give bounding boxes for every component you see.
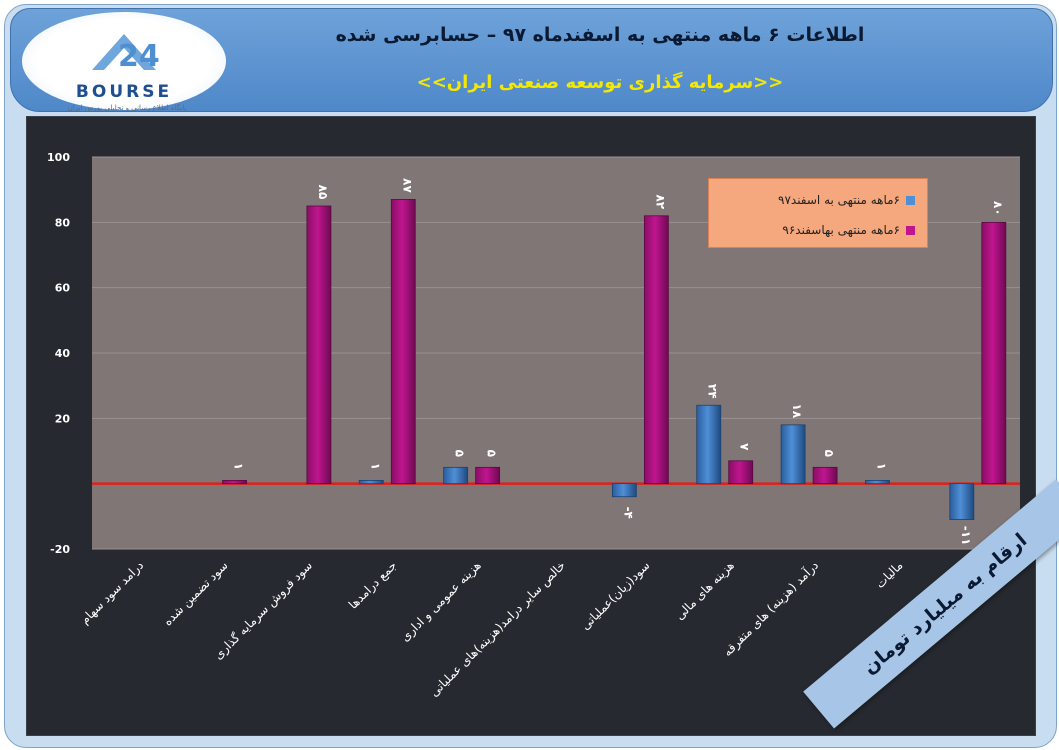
data-label: -۴ <box>621 507 635 519</box>
bar-series-b <box>643 215 669 485</box>
bar-series-a <box>780 424 806 485</box>
y-tick-label: 60 <box>55 282 71 295</box>
data-label: ۱ <box>874 463 888 470</box>
data-label: ۵ <box>822 450 836 457</box>
data-label: -۱۱ <box>959 526 973 546</box>
x-category-label: هزینه عمومی و اداری <box>398 558 485 645</box>
data-label: ۵ <box>485 450 499 457</box>
logo-mark-icon: 24 <box>92 34 160 74</box>
x-category-label: خالص سایر درامد(هزینه)های عملیاتی <box>427 558 569 700</box>
data-label: ۸۲ <box>653 194 667 209</box>
x-category-label: درامد سود سهام <box>78 558 147 627</box>
bar-series-a <box>443 466 469 485</box>
x-category-label: هزینه های مالی <box>672 558 737 623</box>
x-category-label: سود(زیان)عملیاتی <box>578 558 653 633</box>
svg-text:24: 24 <box>118 39 160 74</box>
bar-series-a <box>865 479 890 485</box>
legend-label-a: ۶ماهه منتهی به اسفند۹۷ <box>778 193 900 207</box>
bar-series-b <box>812 466 838 485</box>
data-label: ۱ <box>368 463 382 470</box>
bourse-logo: 24 BOURSE پایگاه اطلاع رسانی و تحلیلی بو… <box>22 12 226 112</box>
data-label: ۸۵ <box>316 185 330 200</box>
bar-series-b <box>981 221 1007 485</box>
data-label: ۱ <box>232 463 246 470</box>
chart-legend: ۶ماهه منتهی به اسفند۹۷ ۶ماهه منتهی بهاسف… <box>708 178 928 248</box>
legend-swatch-a <box>906 195 915 205</box>
logo-wordmark: BOURSE <box>75 82 173 102</box>
data-label: ۱۸ <box>790 404 804 419</box>
page-title: اطلاعات ۶ ماهه منتهی به اسفندماه ۹۷ – حس… <box>335 24 865 46</box>
bar-series-b <box>728 460 754 485</box>
data-label: ۵ <box>453 450 467 457</box>
x-category-label: جمع درامدها <box>346 558 400 612</box>
y-tick-label: 100 <box>47 151 70 164</box>
bar-series-b <box>306 205 332 485</box>
legend-item-series-b: ۶ماهه منتهی بهاسفند۹۶ <box>782 221 915 239</box>
x-category-label: مالیات <box>873 558 906 591</box>
bar-series-a <box>949 483 975 520</box>
data-label: ۸۰ <box>991 201 1005 216</box>
bar-series-a <box>358 479 384 485</box>
data-label: ۷ <box>738 443 752 451</box>
x-category-label: سود تضمین شده <box>160 558 231 629</box>
company-name: <<سرمایه گذاری توسعه صنعتی ایران>> <box>416 72 784 93</box>
bar-series-b <box>475 466 501 485</box>
data-label: ۲۴ <box>706 384 720 399</box>
bar-series-a <box>611 483 637 498</box>
bar-series-b <box>390 199 416 485</box>
legend-label-b: ۶ماهه منتهی بهاسفند۹۶ <box>782 223 900 237</box>
x-category-label: درآمد (هزینه) های متفرقه <box>720 558 822 660</box>
bar-series-b <box>222 479 247 485</box>
y-tick-label: 40 <box>55 347 71 360</box>
y-tick-label: -20 <box>50 543 70 556</box>
y-tick-label: 20 <box>55 412 71 425</box>
bar-series-a <box>696 404 722 485</box>
x-category-label: سود فروش سرمایه گذاری <box>211 558 316 663</box>
data-label: ۸۷ <box>400 178 414 193</box>
logo-tagline: پایگاه اطلاع رسانی و تحلیلی بورس ایران <box>67 104 187 112</box>
legend-swatch-b <box>906 225 915 235</box>
y-tick-label: 80 <box>55 216 71 229</box>
legend-item-series-a: ۶ماهه منتهی به اسفند۹۷ <box>778 191 915 209</box>
